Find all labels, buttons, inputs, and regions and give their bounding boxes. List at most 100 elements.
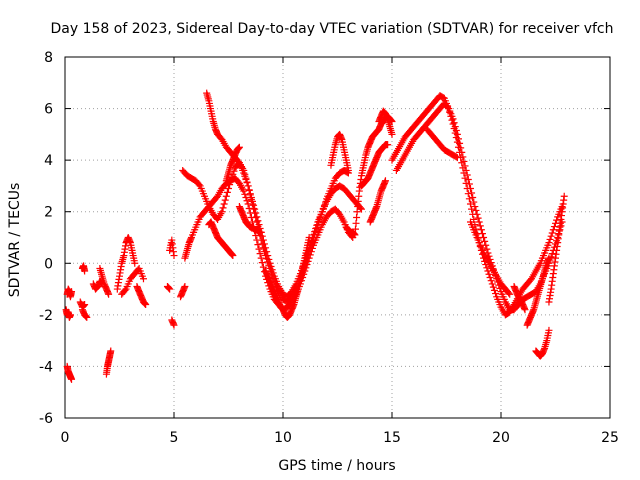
series-K (118, 264, 147, 298)
data-point (243, 197, 251, 205)
data-point (459, 153, 467, 161)
y-tick-label: -4 (39, 359, 53, 375)
series-AA (375, 107, 396, 138)
data-point (240, 169, 248, 177)
x-tick-label: 0 (61, 430, 70, 446)
data-point (478, 230, 486, 238)
data-point (259, 236, 267, 244)
data-point (545, 239, 553, 247)
series-AG (510, 282, 529, 314)
data-point (521, 306, 529, 314)
data-point (241, 190, 249, 198)
data-point (253, 213, 261, 221)
data-point (546, 235, 554, 243)
data-point (68, 375, 76, 383)
x-tick-label: 5 (170, 430, 179, 446)
data-point (264, 252, 272, 260)
data-point (256, 250, 264, 258)
x-tick-label: 20 (492, 430, 510, 446)
series-O (168, 316, 178, 329)
data-point (219, 204, 227, 212)
data-point (480, 234, 488, 241)
data-point (313, 221, 321, 229)
data-point (470, 198, 478, 206)
data-point (246, 190, 254, 198)
data-point (229, 170, 237, 178)
data-point (492, 290, 500, 298)
tick-layer: 0 5 10 15 20 25 -6 -4 -2 0 2 4 6 8 (39, 50, 619, 446)
data-point (268, 266, 276, 274)
series-N (163, 282, 174, 293)
data-point (485, 270, 493, 278)
data-point (254, 241, 262, 249)
data-point (81, 301, 89, 309)
x-axis-label: GPS time / hours (278, 458, 395, 474)
data-point (457, 144, 465, 152)
series-A (63, 285, 76, 301)
data-point (468, 189, 476, 197)
series-R (179, 159, 352, 306)
data-point (181, 282, 189, 290)
data-point (66, 311, 74, 319)
data-point (222, 192, 230, 200)
series-F (78, 306, 91, 321)
data-point (444, 103, 452, 111)
data-point (81, 267, 89, 275)
data-point (254, 217, 262, 225)
data-point (241, 172, 249, 180)
data-point (466, 185, 474, 193)
data-point (235, 143, 243, 151)
data-point (463, 171, 471, 179)
data-point (166, 285, 174, 293)
data-point (458, 148, 466, 156)
series-E (78, 262, 89, 275)
series-B (62, 306, 74, 321)
series-T (205, 218, 237, 260)
data-point (223, 188, 231, 196)
data-point (357, 205, 365, 213)
data-point (486, 273, 494, 281)
data-point (450, 119, 458, 127)
series-M (166, 236, 178, 260)
data-point (257, 254, 265, 262)
y-tick-label: 0 (44, 256, 53, 272)
data-point (248, 197, 256, 205)
series-G (89, 277, 106, 293)
data-point (218, 208, 226, 216)
series-AB (366, 177, 389, 226)
data-point (453, 154, 461, 162)
data-point (465, 195, 473, 203)
data-point (449, 115, 457, 123)
data-point (461, 162, 469, 170)
series-P (177, 282, 189, 301)
x-tick-label: 25 (601, 430, 619, 446)
data-point (487, 277, 495, 285)
data-point (68, 288, 76, 296)
data-point (484, 267, 492, 275)
data-point (474, 214, 482, 222)
data-point (267, 263, 275, 271)
data-point (545, 254, 553, 262)
series-AE (423, 125, 461, 162)
data-point (477, 226, 485, 234)
data-point (548, 229, 556, 237)
data-point (344, 166, 352, 174)
data-point (220, 200, 228, 208)
data-point (310, 231, 318, 239)
data-point (483, 264, 491, 272)
data-point (506, 290, 514, 298)
y-tick-label: 2 (44, 205, 53, 221)
data-point (452, 126, 460, 134)
data-point (251, 205, 259, 213)
data-point (451, 123, 459, 131)
data-point (228, 174, 236, 182)
y-tick-label: 4 (44, 153, 53, 169)
data-point (483, 245, 491, 253)
x-tick-label: 10 (274, 430, 292, 446)
series-U (222, 143, 243, 185)
data-point (265, 255, 273, 263)
y-tick-label: 8 (44, 50, 53, 66)
data-point (384, 141, 392, 149)
data-point (553, 216, 561, 224)
